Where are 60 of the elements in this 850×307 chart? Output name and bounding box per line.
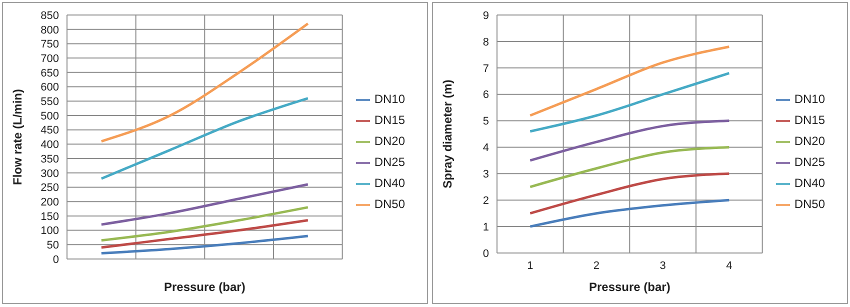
line-series — [528, 120, 730, 162]
y-tick-label: 0 — [482, 248, 489, 260]
y-tick-label: 600 — [40, 82, 59, 94]
x-axis-title: Pressure (bar) — [588, 280, 670, 294]
line-series — [100, 183, 310, 226]
y-tick-label: 500 — [40, 110, 59, 122]
line-series — [100, 96, 310, 180]
y-axis-title: Flow rate (L/min) — [10, 88, 24, 185]
y-tick-label: 800 — [40, 24, 59, 36]
y-tick-label: 3 — [482, 168, 489, 181]
y-tick-label: 850 — [40, 10, 59, 22]
legend-label: DN25 — [374, 155, 405, 169]
y-tick-label: 1 — [482, 221, 489, 234]
legend-label: DN20 — [794, 134, 825, 148]
x-tick-label: 2 — [593, 260, 600, 272]
legend-label: DN10 — [794, 92, 825, 106]
x-axis-title: Pressure (bar) — [164, 280, 246, 294]
y-tick-label: 650 — [40, 67, 59, 80]
y-tick-label: 700 — [40, 52, 59, 65]
line-series — [528, 172, 730, 215]
x-tick-label: 4 — [726, 260, 732, 272]
y-tick-label: 7 — [482, 62, 489, 75]
line-series — [100, 22, 310, 143]
line-series — [528, 146, 730, 188]
y-tick-label: 550 — [40, 96, 59, 108]
y-tick-label: 300 — [40, 168, 59, 180]
y-tick-label: 4 — [482, 142, 489, 154]
legend-label: DN25 — [794, 155, 825, 169]
y-tick-label: 350 — [40, 153, 59, 166]
y-tick-label: 450 — [40, 124, 59, 137]
legend-label: DN40 — [794, 176, 825, 190]
x-tick-label: 3 — [660, 260, 666, 272]
legend-label: DN15 — [374, 113, 405, 127]
y-tick-label: 150 — [40, 210, 59, 223]
line-series — [100, 234, 310, 255]
line-series — [528, 45, 730, 117]
y-tick-label: 100 — [40, 225, 59, 238]
y-tick-label: 9 — [482, 10, 489, 22]
legend-label: DN20 — [374, 134, 405, 148]
y-tick-label: 200 — [40, 196, 59, 208]
y-tick-label: 6 — [482, 89, 489, 102]
x-tick-label: 1 — [527, 260, 534, 272]
y-tick-label: 750 — [40, 38, 59, 51]
y-tick-label: 8 — [482, 36, 489, 48]
y-tick-label: 50 — [46, 240, 59, 252]
legend-label: DN50 — [794, 197, 825, 211]
y-tick-label: 400 — [40, 139, 59, 152]
legend-label: DN10 — [374, 92, 405, 106]
line-series — [100, 206, 310, 242]
legend-label: DN50 — [374, 197, 405, 211]
y-axis-title: Spray diameter (m) — [440, 80, 454, 188]
y-tick-label: 2 — [482, 195, 489, 208]
y-tick-label: 0 — [52, 254, 59, 266]
y-tick-label: 5 — [482, 116, 489, 128]
y-tick-label: 250 — [40, 182, 59, 194]
legend-label: DN15 — [794, 113, 825, 127]
line-series — [528, 198, 730, 228]
legend-label: DN40 — [374, 176, 405, 190]
line-series — [100, 218, 310, 249]
line-series — [528, 72, 730, 133]
